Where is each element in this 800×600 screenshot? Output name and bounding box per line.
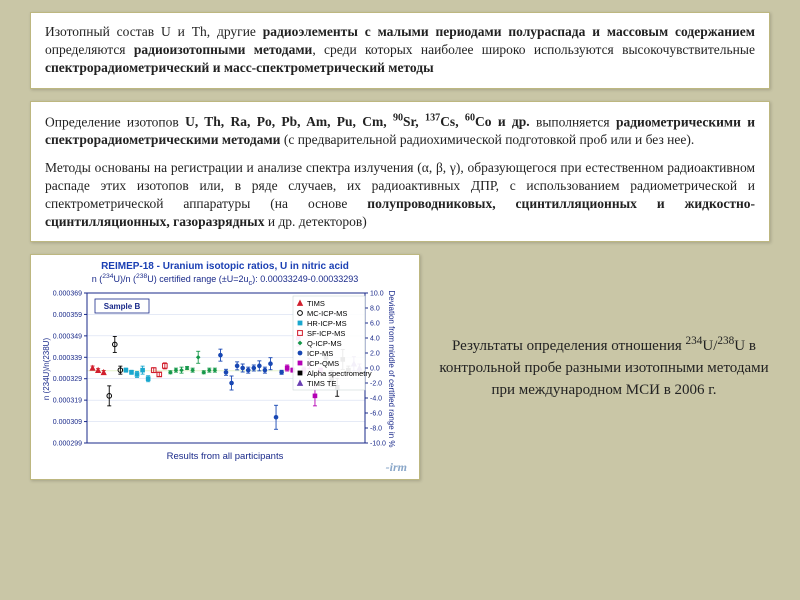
svg-text:2.0: 2.0 — [370, 351, 380, 358]
svg-text:n (234U)/n(238U): n (234U)/n(238U) — [42, 338, 51, 401]
svg-text:-4.0: -4.0 — [370, 396, 382, 403]
slide-frame: Изотопный состав U и Th, другие радиоэле… — [0, 0, 800, 600]
svg-text:8.0: 8.0 — [370, 306, 380, 313]
svg-text:0.000369: 0.000369 — [53, 291, 82, 298]
svg-text:0.000299: 0.000299 — [53, 441, 82, 448]
svg-text:HR-ICP-MS: HR-ICP-MS — [307, 319, 347, 328]
svg-text:ICP-MS: ICP-MS — [307, 349, 333, 358]
svg-text:-2.0: -2.0 — [370, 381, 382, 388]
svg-text:0.000349: 0.000349 — [53, 334, 82, 341]
svg-text:Q-ICP-MS: Q-ICP-MS — [307, 339, 342, 348]
svg-text:Alpha spectrometry: Alpha spectrometry — [307, 369, 372, 378]
methods-box: Определение изотопов U, Th, Ra, Po, Pb, … — [30, 101, 770, 243]
lower-row: REIMEP-18 - Uranium isotopic ratios, U i… — [30, 254, 770, 480]
chart-caption: Результаты определения отношения 234U/23… — [438, 333, 770, 401]
svg-text:TIMS TE: TIMS TE — [307, 379, 336, 388]
svg-text:0.000309: 0.000309 — [53, 419, 82, 426]
intro-box: Изотопный состав U и Th, другие радиоэле… — [30, 12, 770, 89]
svg-text:0.000319: 0.000319 — [53, 398, 82, 405]
svg-text:ICP-QMS: ICP-QMS — [307, 359, 339, 368]
chart-card: REIMEP-18 - Uranium isotopic ratios, U i… — [30, 254, 420, 480]
svg-text:6.0: 6.0 — [370, 321, 380, 328]
svg-text:4.0: 4.0 — [370, 336, 380, 343]
svg-text:0.000359: 0.000359 — [53, 312, 82, 319]
svg-text:Deviation from middle of certi: Deviation from middle of certified range… — [387, 291, 395, 448]
chart-watermark: -irm — [39, 460, 411, 475]
intro-text: Изотопный состав U и Th, другие радиоэле… — [45, 23, 755, 78]
svg-text:0.000339: 0.000339 — [53, 355, 82, 362]
svg-text:TIMS: TIMS — [307, 299, 325, 308]
methods-p2: Методы основаны на регистрации и анализе… — [45, 159, 755, 232]
svg-text:-6.0: -6.0 — [370, 411, 382, 418]
methods-p1: Определение изотопов U, Th, Ra, Po, Pb, … — [45, 112, 755, 150]
svg-text:10.0: 10.0 — [370, 291, 384, 298]
svg-text:SF-ICP-MS: SF-ICP-MS — [307, 329, 345, 338]
scatter-plot: 0.000299 0.000309 0.000319 0.000329 0.000339… — [39, 289, 395, 449]
svg-text:0.000329: 0.000329 — [53, 376, 82, 383]
svg-text:Sample B: Sample B — [104, 302, 141, 311]
svg-text:-8.0: -8.0 — [370, 426, 382, 433]
svg-text:MC-ICP-MS: MC-ICP-MS — [307, 309, 347, 318]
chart-subtitle: n (234U)/n (238U) certified range (±U=2u… — [39, 273, 411, 287]
svg-text:-10.0: -10.0 — [370, 441, 386, 448]
chart-title: REIMEP-18 - Uranium isotopic ratios, U i… — [39, 261, 411, 273]
